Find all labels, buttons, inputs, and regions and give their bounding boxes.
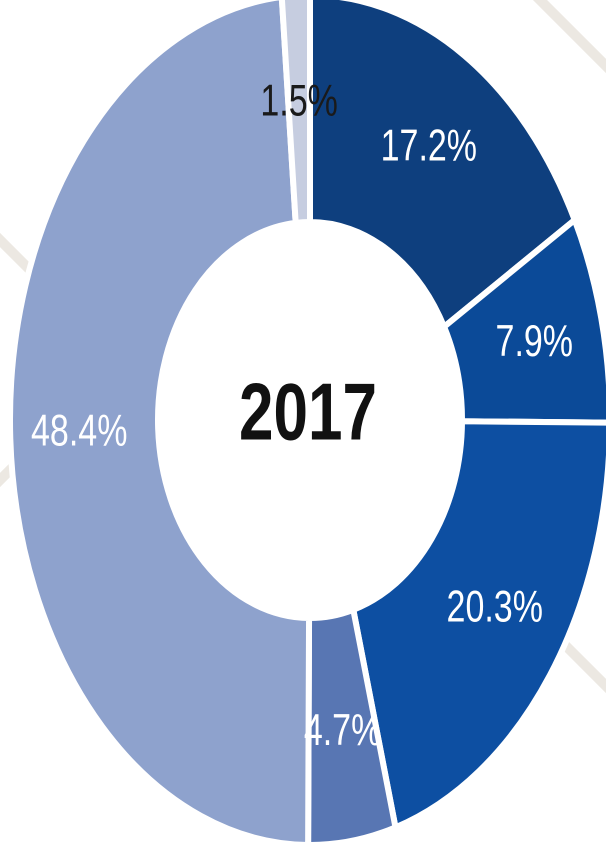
data-label: 7.9% [496,317,573,366]
data-label: 20.3% [447,582,543,631]
center-label: 2017 [239,368,377,458]
pattern-line [532,0,606,74]
donut-segment [278,0,313,227]
data-label: 48.4% [31,406,127,455]
data-label: 1.5% [260,76,337,125]
data-label: 4.7% [304,706,381,755]
pattern-line [556,636,606,694]
donut-segment [305,605,399,842]
donut-segment [307,0,579,332]
donut-segment [7,0,313,842]
donut-segment [349,418,606,832]
donut-segment [440,214,606,426]
data-label: 17.2% [381,121,477,170]
